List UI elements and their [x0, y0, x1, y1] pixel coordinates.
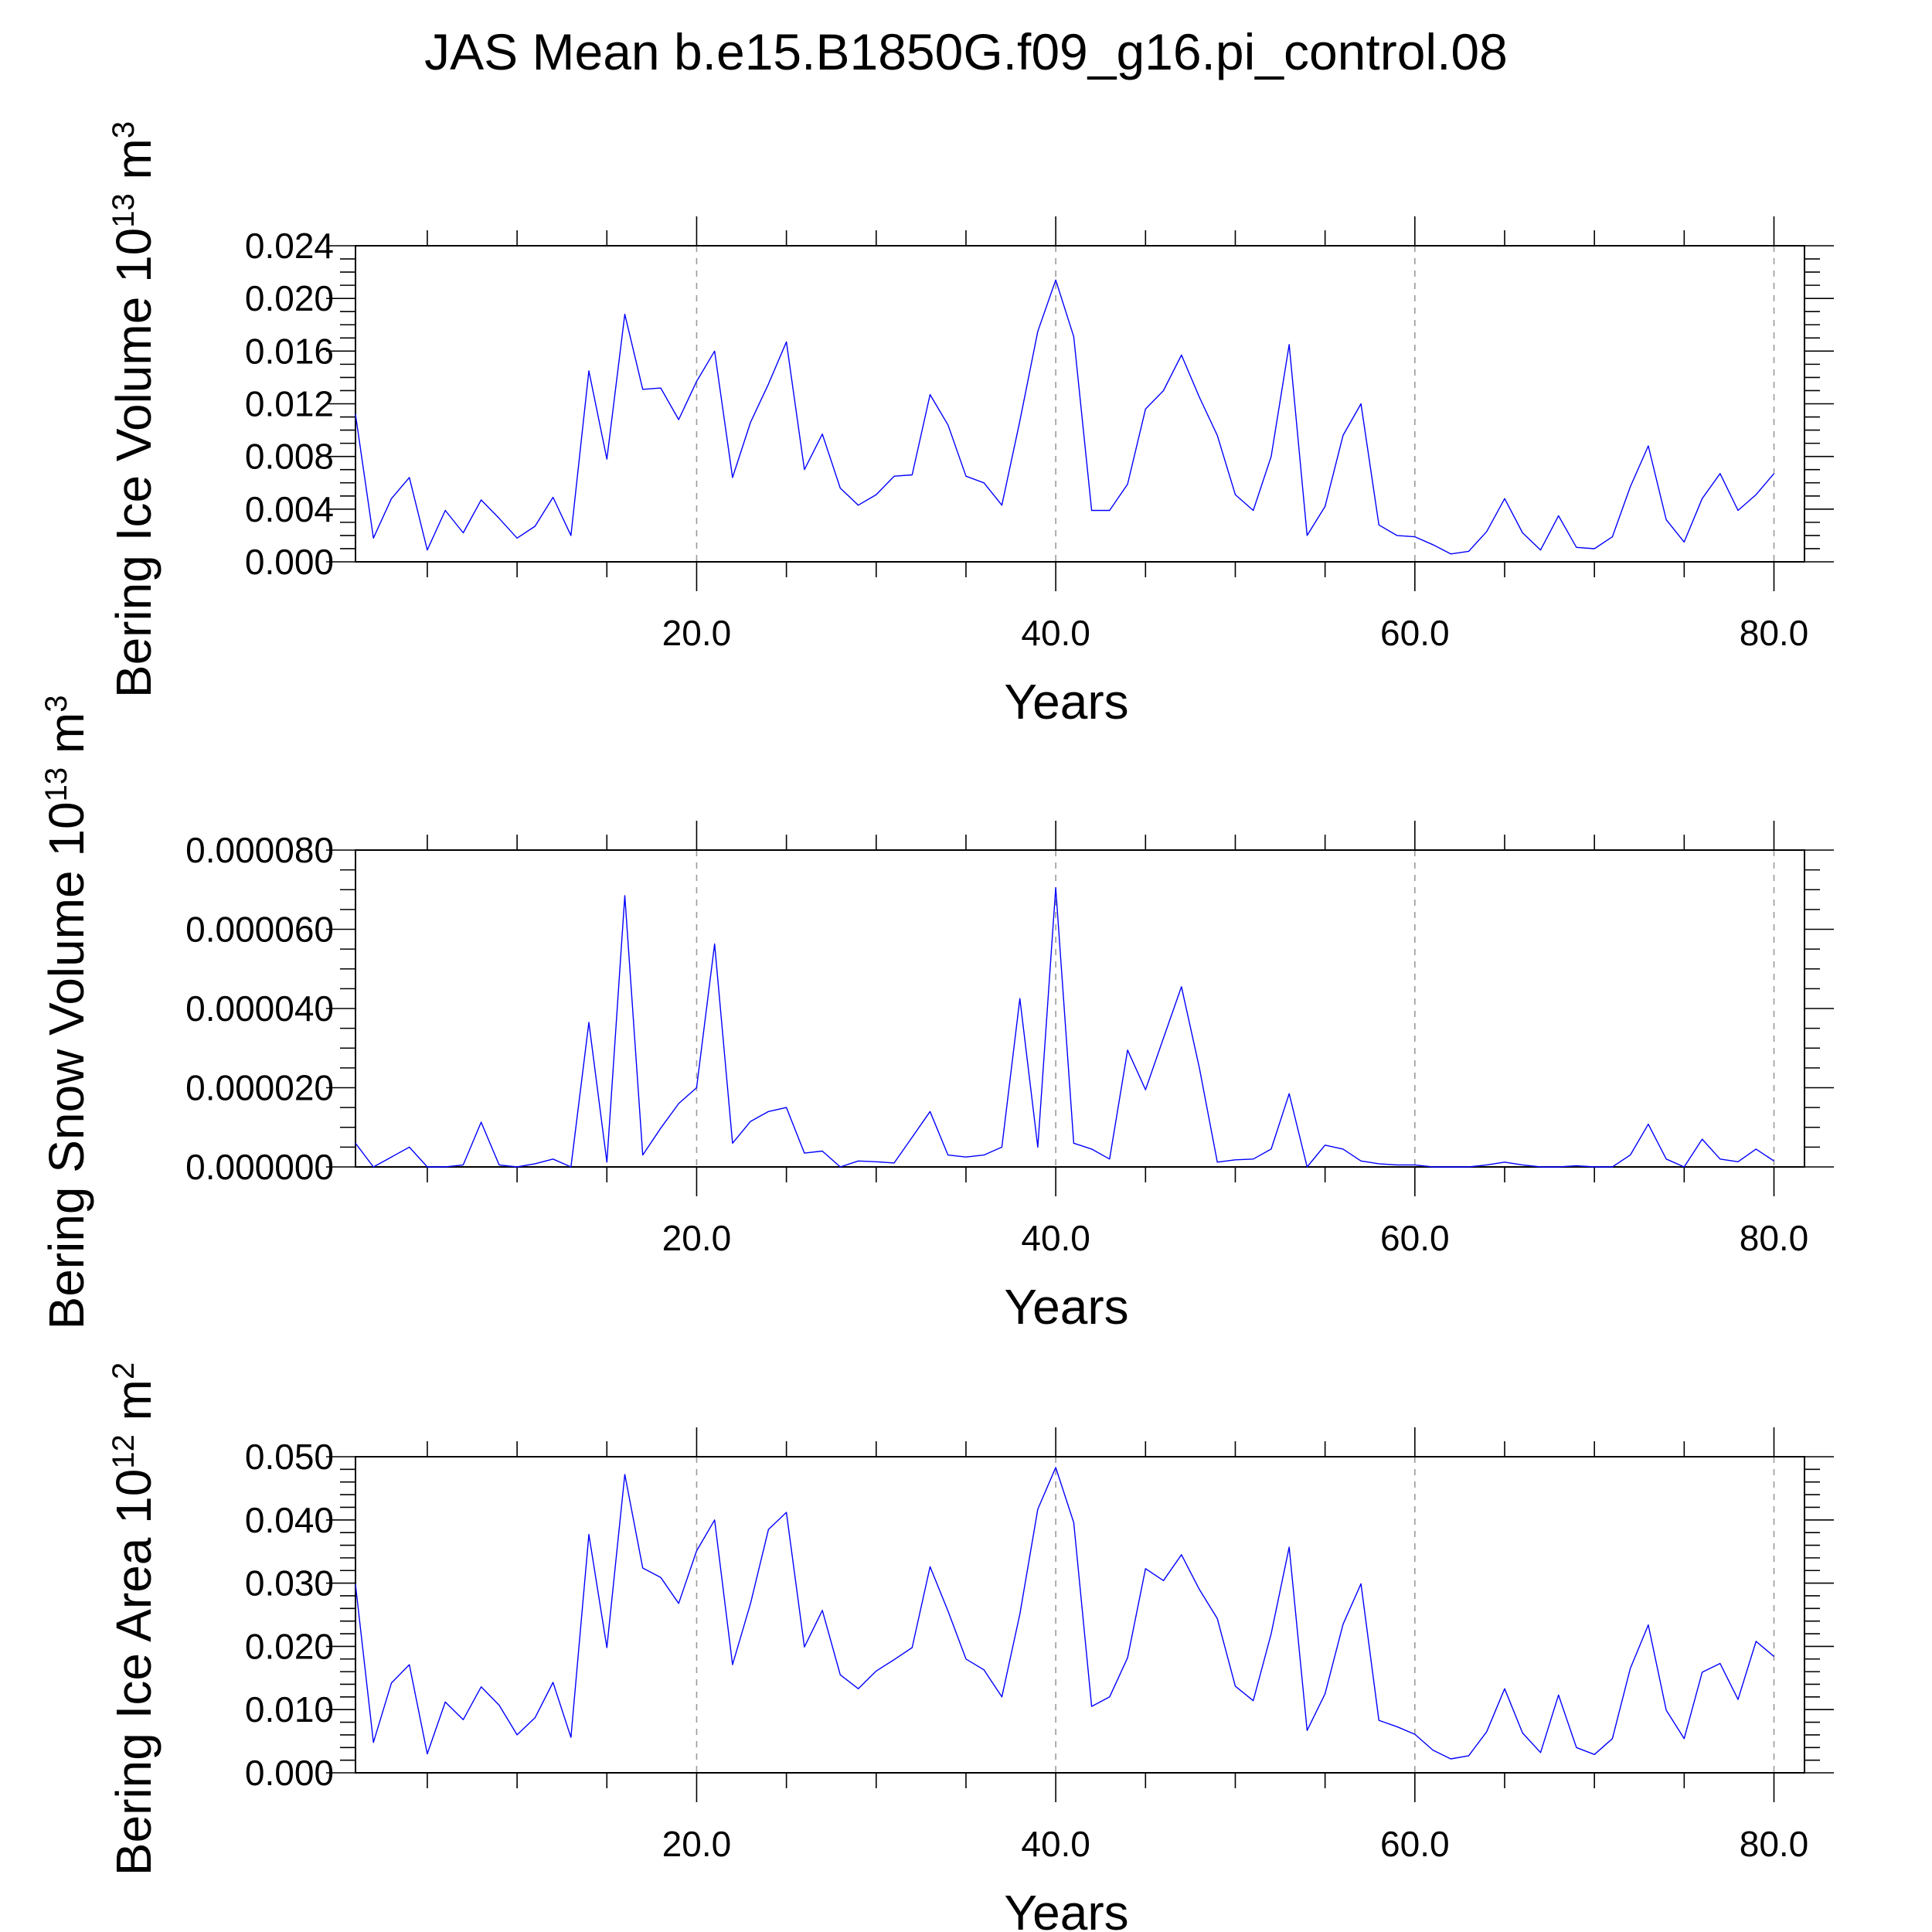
x-tick-label: 20.0	[662, 1824, 732, 1864]
y-tick-label: 0.050	[245, 1437, 334, 1477]
x-tick-label: 40.0	[1021, 1824, 1090, 1864]
y-tick-label: 0.020	[245, 278, 334, 318]
x-tick-label: 20.0	[662, 613, 732, 653]
y-tick-label: 0.012	[245, 384, 334, 424]
y-tick-label: 0.000020	[185, 1068, 334, 1108]
x-tick-label: 60.0	[1380, 1218, 1450, 1258]
y-tick-label: 0.020	[245, 1626, 334, 1666]
panel-3: 0.000 0.010 0.020 0.030 0.040 0.050 20.0 40.0 60…	[106, 1362, 1834, 1932]
x-tick-label: 60.0	[1380, 1824, 1450, 1864]
y-axis-label: Bering Snow Volume 1013 m3	[39, 696, 94, 1330]
y-tick-label: 0.000060	[185, 910, 334, 950]
y-tick-label: 0.000000	[185, 1147, 334, 1187]
y-tick-label: 0.000	[245, 542, 334, 582]
y-tick-label: 0.024	[245, 226, 334, 266]
y-tick-label: 0.010	[245, 1689, 334, 1730]
plot-frame	[355, 245, 1805, 563]
y-tick-label: 0.030	[245, 1563, 334, 1604]
plot-frame	[355, 849, 1805, 1168]
y-tick-label: 0.000040	[185, 988, 334, 1029]
panel-1: 0.000 0.004 0.008 0.012 0.016 0.020 0.024 20.0 4…	[106, 121, 1834, 730]
x-tick-label: 80.0	[1740, 1218, 1809, 1258]
panel-2: 0.000000 0.000020 0.000040 0.000060 0.000080…	[39, 696, 1834, 1335]
y-tick-label: 0.000	[245, 1753, 334, 1793]
x-tick-label: 80.0	[1740, 613, 1809, 653]
x-tick-label: 40.0	[1021, 1218, 1090, 1258]
y-tick-label: 0.016	[245, 331, 334, 371]
y-tick-label: 0.008	[245, 437, 334, 477]
x-axis-label: Years	[1004, 1885, 1128, 1932]
x-tick-label: 80.0	[1740, 1824, 1809, 1864]
y-axis-label: Bering Ice Volume 1013 m3	[106, 121, 162, 698]
data-line	[355, 279, 1775, 555]
y-tick-label: 0.004	[245, 489, 334, 529]
data-line	[355, 1467, 1774, 1760]
y-axis-label: Bering Ice Area 1012 m2	[106, 1362, 162, 1876]
y-tick-label: 0.000080	[185, 830, 334, 870]
x-axis-label: Years	[1004, 1279, 1128, 1335]
x-tick-label: 20.0	[662, 1218, 732, 1258]
plot-frame	[355, 1456, 1805, 1774]
x-tick-label: 40.0	[1021, 613, 1090, 653]
data-line	[355, 886, 1774, 1168]
x-tick-label: 60.0	[1380, 613, 1450, 653]
y-tick-label: 0.040	[245, 1500, 334, 1540]
figure-title: JAS Mean b.e15.B1850G.f09_g16.pi_control…	[424, 23, 1508, 80]
x-axis-label: Years	[1004, 674, 1128, 730]
